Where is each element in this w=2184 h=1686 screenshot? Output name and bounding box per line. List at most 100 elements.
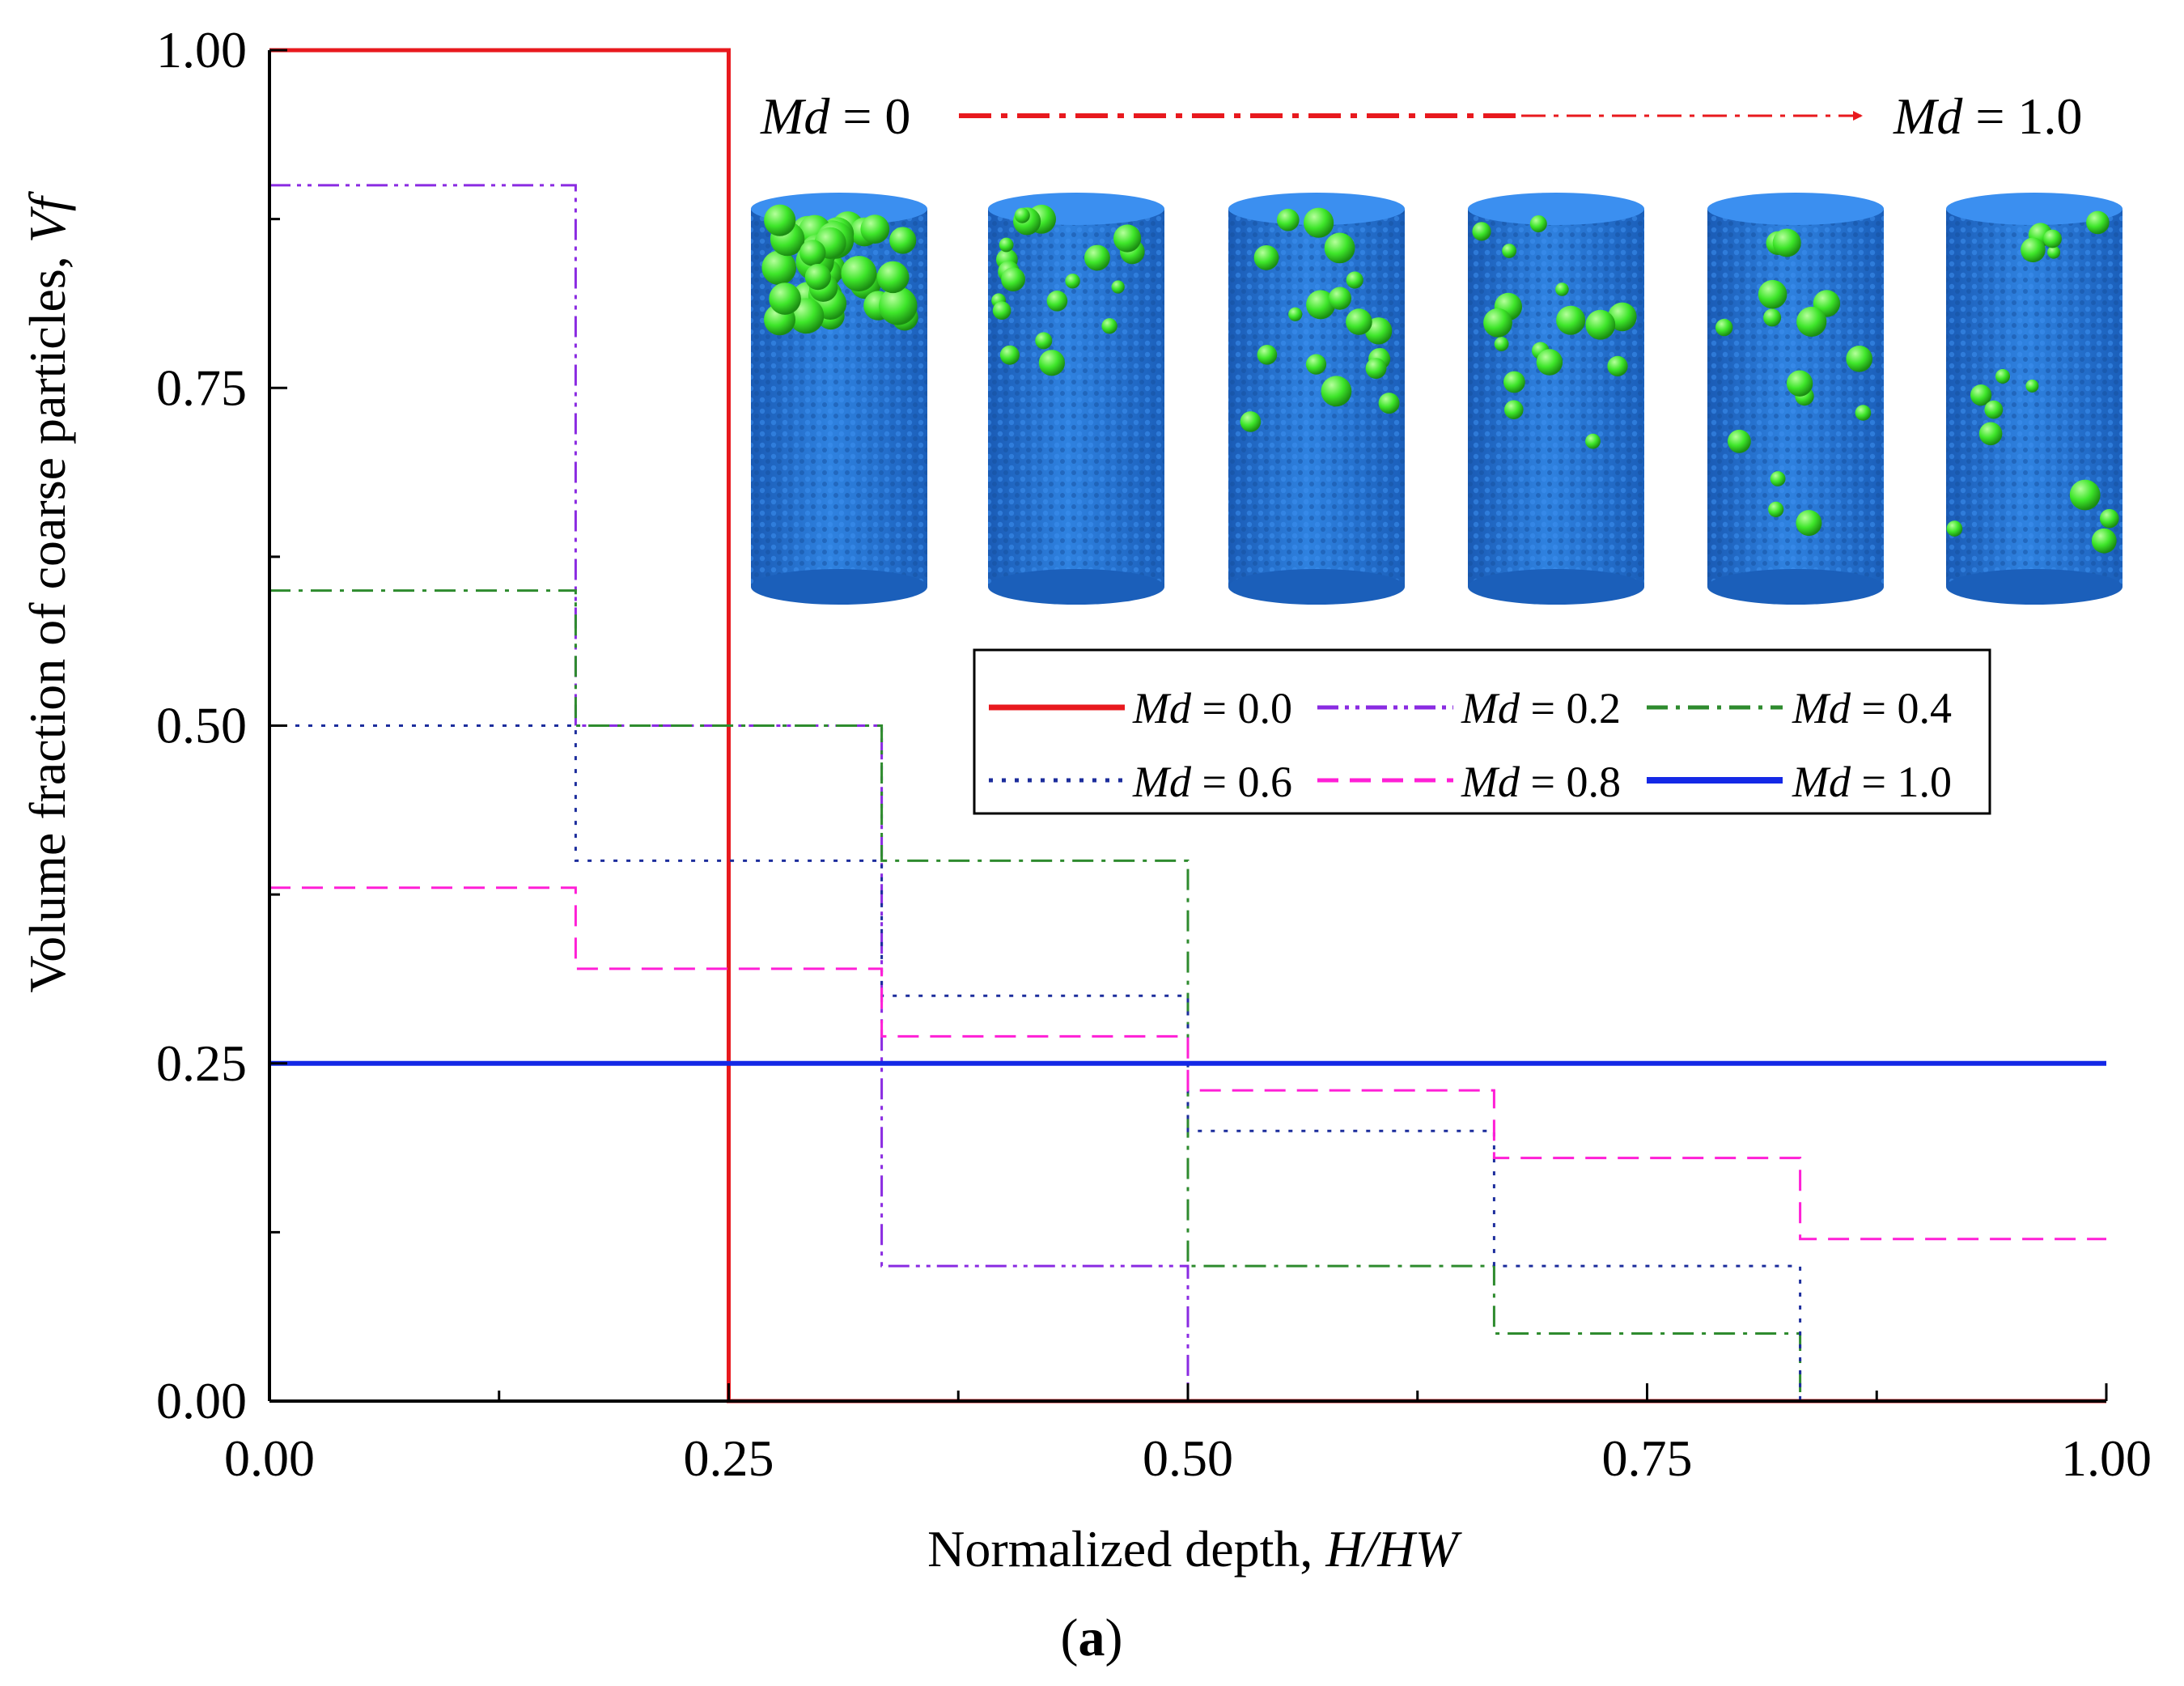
y-tick-label-1: 0.25 xyxy=(156,1034,247,1092)
legend-label-0: Md = 0.0 xyxy=(1132,684,1292,733)
x-tick-label-3: 0.75 xyxy=(1602,1429,1693,1487)
coarse-particle xyxy=(2069,479,2101,511)
coarse-particle xyxy=(1065,274,1080,289)
legend-label-5: Md = 1.0 xyxy=(1792,758,1952,806)
coarse-particle xyxy=(1585,309,1616,340)
legend-label-4: Md = 0.8 xyxy=(1461,758,1621,806)
coarse-particle xyxy=(1585,433,1601,449)
cylinder-bottom-2 xyxy=(1228,569,1405,605)
coarse-particle xyxy=(1536,349,1563,376)
coarse-particle xyxy=(1346,308,1372,335)
coarse-particle xyxy=(1035,332,1053,350)
coarse-particle xyxy=(1324,232,1355,264)
coarse-particle xyxy=(2021,237,2046,263)
x-tick-label-2: 0.50 xyxy=(1143,1429,1233,1487)
particle-inset xyxy=(751,111,2123,605)
coarse-particle xyxy=(1946,520,1963,537)
coarse-particle xyxy=(1758,279,1787,309)
coarse-particle xyxy=(841,256,877,292)
x-tick-label-1: 0.25 xyxy=(684,1429,774,1487)
coarse-particle xyxy=(1607,355,1628,376)
coarse-particle xyxy=(1277,208,1300,231)
coarse-particle xyxy=(879,287,918,325)
particle-cylinder-3 xyxy=(1468,193,1644,605)
particle-cylinder-2 xyxy=(1228,193,1405,605)
coarse-particle xyxy=(1328,287,1351,310)
coarse-particle xyxy=(1556,305,1586,335)
particle-cylinder-0 xyxy=(751,193,927,605)
coarse-particle xyxy=(889,227,917,254)
coarse-particle xyxy=(1253,245,1279,270)
cylinder-bottom-5 xyxy=(1946,569,2123,605)
legend-label-2: Md = 0.4 xyxy=(1792,684,1952,733)
coarse-particle xyxy=(999,345,1020,365)
cylinder-bottom-3 xyxy=(1468,569,1644,605)
legend-box xyxy=(973,648,1991,815)
coarse-particle xyxy=(2043,229,2062,248)
coarse-particle xyxy=(1978,422,2003,446)
coarse-particle xyxy=(1304,207,1334,238)
particle-cylinder-5 xyxy=(1946,193,2123,605)
particle-cylinder-4 xyxy=(1707,193,1884,605)
coarse-particle xyxy=(799,240,826,266)
y-tick-label-0: 0.00 xyxy=(156,1372,247,1429)
coarse-particle xyxy=(1555,282,1569,296)
coarse-particle xyxy=(1504,400,1524,419)
x-tick-label-4: 1.00 xyxy=(2061,1429,2152,1487)
coarse-particle xyxy=(2025,379,2039,393)
inset-end-label: Md = 1.0 xyxy=(1893,87,2082,145)
cylinder-grain-3 xyxy=(1468,209,1644,587)
cylinder-grain-2 xyxy=(1228,209,1405,587)
coarse-particle xyxy=(1494,337,1509,351)
coarse-particle xyxy=(769,282,801,315)
x-axis-title: Normalized depth, H/HW xyxy=(927,1520,1463,1578)
legend-label-3: Md = 0.6 xyxy=(1132,758,1292,806)
coarse-particle xyxy=(761,250,796,286)
coarse-particle xyxy=(1796,510,1822,537)
cylinder-bottom-4 xyxy=(1707,569,1884,605)
coarse-particle xyxy=(1796,306,1827,338)
coarse-particle xyxy=(1715,318,1733,337)
coarse-particle xyxy=(1984,400,2004,419)
coarse-particle xyxy=(2100,508,2119,529)
coarse-particle xyxy=(999,237,1014,253)
coarse-particle xyxy=(1321,376,1352,407)
x-tick-label-0: 0.00 xyxy=(224,1429,315,1487)
coarse-particle xyxy=(2091,528,2117,554)
coarse-particle xyxy=(1014,207,1030,223)
cylinder-top-5 xyxy=(1946,193,2123,225)
coarse-particle xyxy=(1503,371,1525,393)
y-tick-label-2: 0.50 xyxy=(156,697,247,754)
coarse-particle xyxy=(1084,244,1110,271)
legend-label-1: Md = 0.2 xyxy=(1461,684,1621,733)
coarse-particle xyxy=(764,204,796,236)
coarse-particle xyxy=(1101,318,1117,334)
coarse-particle xyxy=(1728,429,1751,453)
y-tick-label-3: 0.75 xyxy=(156,359,247,416)
coarse-particle xyxy=(1768,501,1784,518)
figure-caption: (a) xyxy=(1061,1608,1123,1667)
coarse-particle xyxy=(1111,280,1125,294)
coarse-particle xyxy=(1502,244,1516,258)
coarse-particle xyxy=(1855,405,1872,421)
y-axis-title: Volume fraction of coarse particles, Vf xyxy=(19,190,76,993)
cylinder-bottom-1 xyxy=(988,569,1164,605)
cylinder-top-3 xyxy=(1468,193,1644,225)
coarse-particle xyxy=(1046,291,1068,312)
coarse-particle xyxy=(1995,368,2010,384)
coarse-particle xyxy=(1529,215,1547,232)
coarse-particle xyxy=(1346,271,1363,289)
particle-cylinder-1 xyxy=(988,193,1164,605)
legend: Md = 0.0 Md = 0.2 Md = 0.4 Md = 0.6 Md =… xyxy=(973,648,1991,815)
coarse-particle xyxy=(1970,384,1992,406)
coarse-particle xyxy=(2047,245,2061,259)
coarse-particle xyxy=(1763,308,1782,327)
inset-start-label: Md = 0 xyxy=(760,87,910,145)
coarse-particle xyxy=(860,214,890,244)
series-line-1 xyxy=(269,184,1190,1401)
coarse-particle xyxy=(1306,290,1336,320)
coarse-particle xyxy=(1305,354,1327,375)
coarse-particle xyxy=(1483,308,1512,338)
series-line-4 xyxy=(269,886,2106,1241)
